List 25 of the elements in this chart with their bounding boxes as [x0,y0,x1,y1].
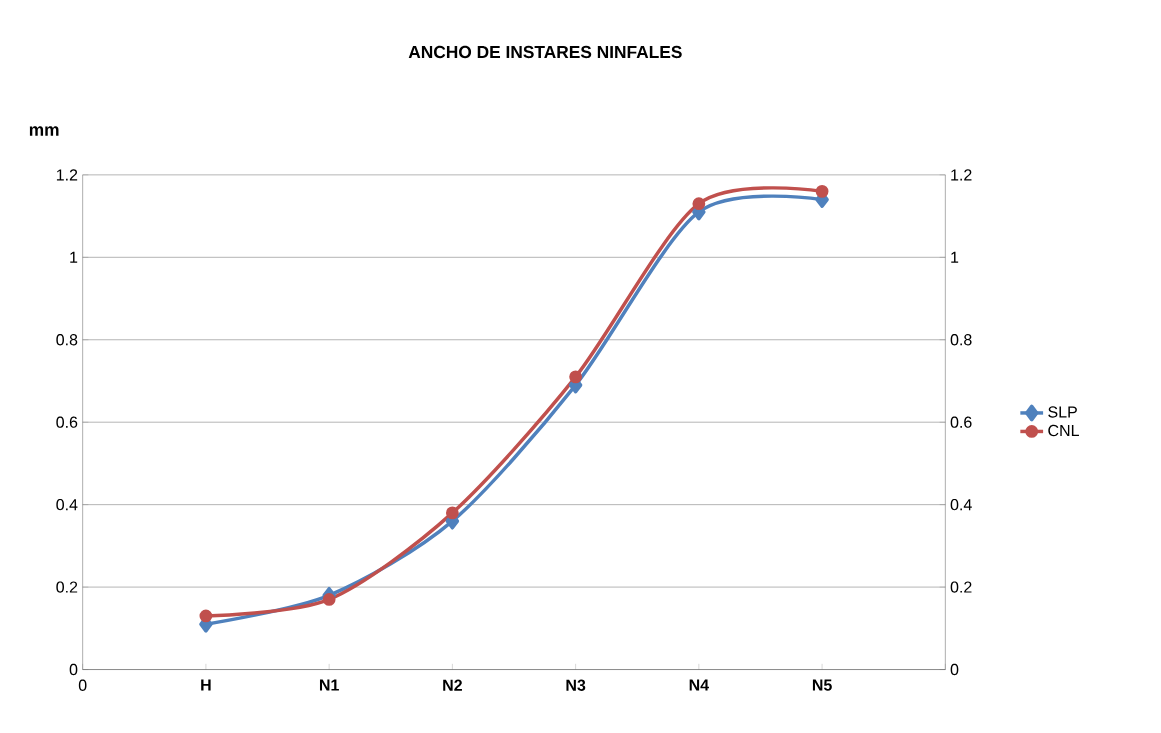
y-tick-label: 1.2 [56,169,78,181]
y2-tick-label: 0.4 [950,498,972,511]
y-tick-label: 0.6 [56,416,78,428]
y2-tick-label: 0.6 [950,416,972,428]
x-tick-label: N2 [443,679,462,691]
x-tick-label: N5 [812,679,832,691]
x-tick-label: 0 [78,679,87,691]
y2-tick-label: 1 [951,251,959,263]
y-axis-title: mm [29,126,59,136]
chart-title: ANCHO DE INSTARES NINFALES [408,45,682,59]
legend-label: CNL [1048,424,1079,437]
y-tick-label: 1 [70,251,78,263]
y2-tick-label: 0 [950,663,959,676]
legend-label: SLP [1048,406,1077,418]
x-tick-label: N1 [319,679,339,691]
y-tick-label: 0.4 [56,498,78,511]
y-tick-label: 0.2 [56,581,78,593]
y2-tick-label: 1.2 [951,169,972,181]
y2-tick-label: 0.2 [950,581,972,593]
x-tick-label: N3 [566,679,586,691]
y-tick-label: 0.8 [56,334,78,346]
x-tick-label: N4 [689,679,709,691]
x-tick-label: H [201,679,211,691]
y2-tick-label: 0.8 [950,334,972,346]
y-tick-label: 0 [69,663,78,676]
